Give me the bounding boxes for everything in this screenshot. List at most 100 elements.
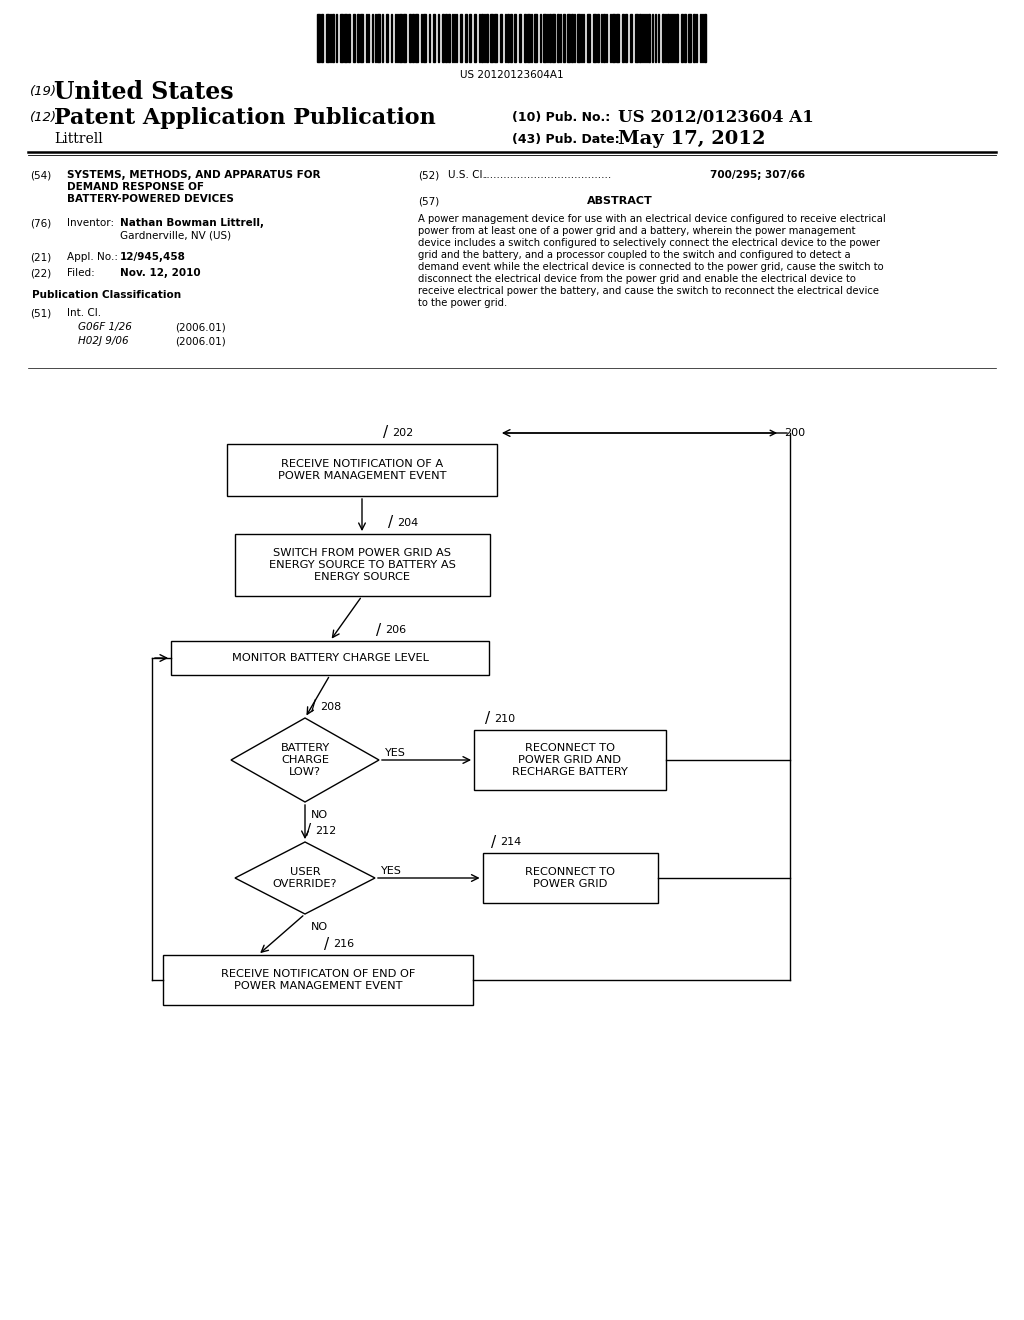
- Bar: [474, 15, 476, 62]
- Text: (12): (12): [30, 111, 57, 124]
- Text: 200: 200: [784, 428, 805, 438]
- Bar: [344, 15, 347, 62]
- Bar: [667, 15, 669, 62]
- Bar: [460, 15, 462, 62]
- Bar: [326, 15, 329, 62]
- Text: /: /: [311, 700, 316, 714]
- Text: device includes a switch configured to selectively connect the electrical device: device includes a switch configured to s…: [418, 238, 880, 248]
- Bar: [577, 15, 580, 62]
- Bar: [377, 15, 380, 62]
- Bar: [317, 15, 319, 62]
- Bar: [494, 15, 497, 62]
- Bar: [603, 15, 605, 62]
- Text: receive electrical power the battery, and cause the switch to reconnect the elec: receive electrical power the battery, an…: [418, 286, 879, 296]
- Text: /: /: [376, 623, 381, 638]
- Bar: [469, 15, 471, 62]
- Bar: [635, 15, 638, 62]
- Bar: [593, 15, 596, 62]
- Text: (19): (19): [30, 86, 57, 99]
- Bar: [234, 535, 489, 597]
- Text: May 17, 2012: May 17, 2012: [618, 129, 766, 148]
- Text: BATTERY
CHARGE
LOW?: BATTERY CHARGE LOW?: [281, 743, 330, 776]
- Text: DEMAND RESPONSE OF: DEMAND RESPONSE OF: [67, 182, 204, 191]
- Bar: [360, 15, 362, 62]
- Text: 12/945,458: 12/945,458: [120, 252, 186, 261]
- Text: (57): (57): [418, 195, 439, 206]
- Bar: [567, 15, 570, 62]
- Text: ......................................: ......................................: [484, 170, 612, 180]
- Bar: [630, 15, 632, 62]
- Text: (10) Pub. No.:: (10) Pub. No.:: [512, 111, 610, 124]
- Text: /: /: [383, 425, 388, 441]
- Bar: [662, 15, 664, 62]
- Text: disconnect the electrical device from the power grid and enable the electrical d: disconnect the electrical device from th…: [418, 275, 856, 284]
- Text: YES: YES: [385, 748, 406, 758]
- Text: YES: YES: [381, 866, 401, 876]
- Bar: [552, 15, 555, 62]
- Bar: [688, 15, 691, 62]
- Bar: [481, 15, 483, 62]
- Text: Publication Classification: Publication Classification: [33, 290, 181, 300]
- Text: BATTERY-POWERED DEVICES: BATTERY-POWERED DEVICES: [67, 194, 233, 205]
- Bar: [340, 15, 343, 62]
- Bar: [171, 642, 489, 675]
- Text: 206: 206: [385, 624, 407, 635]
- Text: demand event while the electrical device is connected to the power grid, cause t: demand event while the electrical device…: [418, 261, 884, 272]
- Bar: [227, 444, 497, 496]
- Text: United States: United States: [54, 81, 233, 104]
- Bar: [332, 15, 334, 62]
- Text: Int. Cl.: Int. Cl.: [67, 308, 101, 318]
- Bar: [587, 15, 590, 62]
- Bar: [527, 15, 530, 62]
- Text: /: /: [485, 711, 490, 726]
- Bar: [693, 15, 695, 62]
- Text: 700/295; 307/66: 700/295; 307/66: [710, 170, 805, 180]
- Text: /: /: [306, 824, 311, 838]
- Bar: [449, 15, 450, 62]
- Text: US 20120123604A1: US 20120123604A1: [460, 70, 564, 81]
- Text: G06F 1/26: G06F 1/26: [78, 322, 132, 333]
- Text: Nov. 12, 2010: Nov. 12, 2010: [120, 268, 201, 279]
- Bar: [403, 15, 406, 62]
- Text: grid and the battery, and a processor coupled to the switch and configured to de: grid and the battery, and a processor co…: [418, 249, 851, 260]
- Bar: [482, 853, 657, 903]
- Bar: [534, 15, 537, 62]
- Bar: [676, 15, 678, 62]
- Bar: [474, 730, 666, 789]
- Bar: [445, 15, 447, 62]
- Text: SWITCH FROM POWER GRID AS
ENERGY SOURCE TO BATTERY AS
ENERGY SOURCE: SWITCH FROM POWER GRID AS ENERGY SOURCE …: [268, 548, 456, 582]
- Text: 212: 212: [315, 826, 336, 836]
- Text: NO: NO: [311, 810, 328, 820]
- Bar: [514, 15, 516, 62]
- Text: /: /: [324, 936, 329, 952]
- Text: MONITOR BATTERY CHARGE LEVEL: MONITOR BATTERY CHARGE LEVEL: [231, 653, 428, 663]
- Bar: [597, 15, 599, 62]
- Text: (52): (52): [418, 170, 439, 180]
- Bar: [571, 15, 573, 62]
- Bar: [415, 15, 418, 62]
- Text: Littrell: Littrell: [54, 132, 102, 147]
- Bar: [357, 15, 359, 62]
- Text: RECONNECT TO
POWER GRID AND
RECHARGE BATTERY: RECONNECT TO POWER GRID AND RECHARGE BAT…: [512, 743, 628, 776]
- Text: Patent Application Publication: Patent Application Publication: [54, 107, 436, 129]
- Bar: [348, 15, 350, 62]
- Bar: [353, 15, 355, 62]
- Bar: [433, 15, 435, 62]
- Bar: [612, 15, 615, 62]
- Bar: [386, 15, 388, 62]
- Text: U.S. Cl.: U.S. Cl.: [449, 170, 485, 180]
- Bar: [543, 15, 546, 62]
- Text: to the power grid.: to the power grid.: [418, 298, 507, 308]
- Text: power from at least one of a power grid and a battery, wherein the power managem: power from at least one of a power grid …: [418, 226, 855, 236]
- Bar: [557, 15, 559, 62]
- Text: Gardnerville, NV (US): Gardnerville, NV (US): [120, 230, 231, 240]
- Text: A power management device for use with an electrical device configured to receiv: A power management device for use with a…: [418, 214, 886, 224]
- Text: RECEIVE NOTIFICATON OF END OF
POWER MANAGEMENT EVENT: RECEIVE NOTIFICATON OF END OF POWER MANA…: [221, 969, 415, 991]
- Text: (51): (51): [30, 308, 51, 318]
- Bar: [412, 15, 414, 62]
- Text: RECEIVE NOTIFICATION OF A
POWER MANAGEMENT EVENT: RECEIVE NOTIFICATION OF A POWER MANAGEME…: [278, 459, 446, 480]
- Text: RECONNECT TO
POWER GRID: RECONNECT TO POWER GRID: [525, 867, 615, 888]
- Bar: [321, 15, 323, 62]
- Text: NO: NO: [311, 921, 328, 932]
- Bar: [465, 15, 467, 62]
